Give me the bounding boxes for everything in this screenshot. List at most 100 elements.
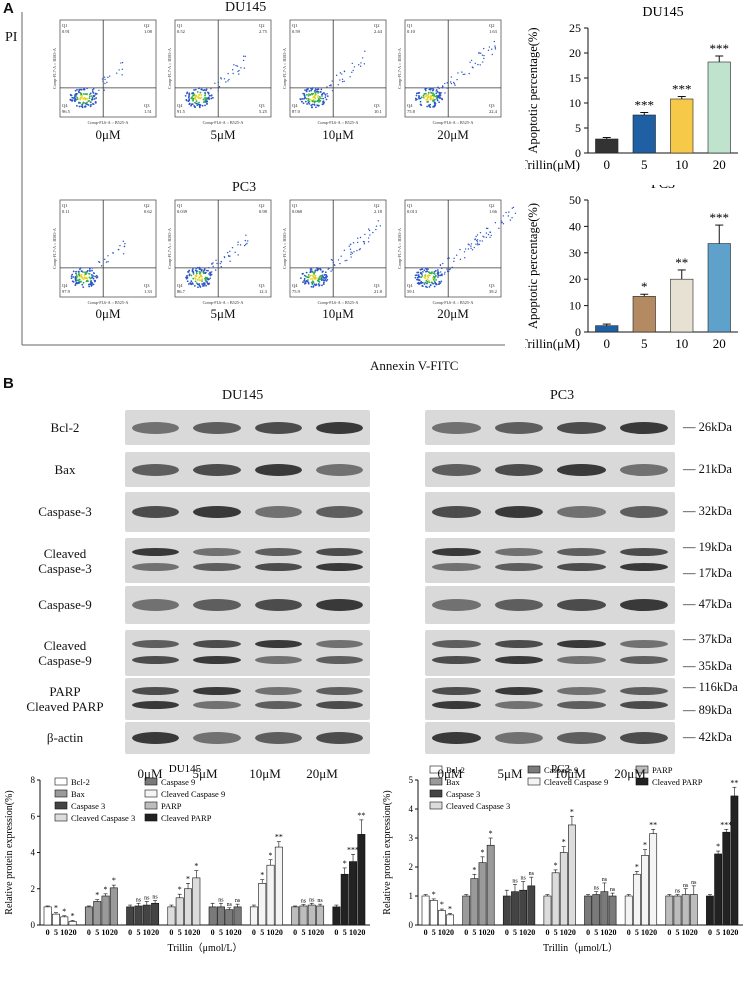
flow-event-dot [419,272,422,275]
flow-event-dot [314,88,317,91]
legend-label: Caspase 9 [544,765,578,775]
x-tick-label: 10 [349,928,357,937]
x-tick-label: 20 [690,928,698,937]
y-tick-label: 0 [575,146,581,160]
flow-event-dot [318,284,321,287]
flow-event-dot [485,236,488,239]
bar-bax [101,895,110,926]
bar-bax [478,862,487,926]
flow-event-dot [193,96,196,99]
flow-plot-frame [404,19,502,118]
flow-x-axis-label: Comp-FL6-A :: B525-A [433,120,474,125]
quadrant-q1-value: 0.10 [407,29,416,34]
flow-event-dot [322,281,325,284]
flow-event-dot [305,271,308,274]
flow-event-dot [234,251,236,254]
flow-event-dot [223,78,226,80]
flow-event-dot [107,261,109,263]
flow-event-dot [107,76,109,79]
protein-band [432,655,481,664]
flow-event-dot [449,81,452,83]
protein-band [193,463,241,476]
flow-event-dot [339,262,341,265]
flow-event-dot [303,92,306,95]
flow-event-dot [444,82,446,85]
flow-event-dot [231,246,234,249]
flow-event-dot [203,272,205,274]
flow-event-dot [195,272,198,275]
protein-band [315,701,363,710]
flow-event-dot [432,99,434,102]
flow-event-dot [494,222,497,224]
legend-swatch [635,765,649,774]
flow-event-dot [464,257,466,259]
flow-event-dot [421,281,424,284]
protein-band [557,732,606,744]
flow-event-dot [433,93,436,96]
bar-bax [462,895,471,926]
flow-event-dot [185,98,188,101]
bar-parp [681,894,690,926]
protein-band [557,686,606,695]
blot-row-label: PARP Cleaved PARP [26,684,104,714]
bar-parp [665,895,674,926]
significance-mark: ns [218,897,224,903]
quadrant-q1-value: 0.060 [292,209,303,214]
quadrant-q3-label: Q3 [374,103,380,108]
flow-event-dot [193,105,196,107]
flow-event-dot [91,267,94,269]
flow-event-dot [190,280,193,283]
protein-band [193,563,241,572]
x-tick-label: 20 [609,928,617,937]
flow-event-dot [88,93,91,96]
molecular-weight-label: 89kDa [683,703,732,718]
bar-cleaved-caspase-9 [274,846,283,926]
flow-event-dot [86,269,89,272]
flow-event-dot [343,249,346,252]
flow-event-dot [303,94,306,97]
flow-event-dot [92,272,95,274]
flow-event-dot [482,47,485,50]
flow-event-dot [69,98,72,101]
flow-event-dot [188,95,190,98]
flow-event-dot [487,227,489,230]
quadrant-q1-value: 0.59 [292,29,301,34]
protein-band [132,732,180,744]
flow-event-dot [211,263,213,265]
bar-cleaved-parp [340,873,349,926]
protein-band [619,639,668,648]
flow-event-dot [436,99,439,102]
protein-band [132,563,180,572]
x-tick-label: 0 [627,928,631,937]
flow-event-dot [305,90,308,92]
quadrant-q3-label: Q3 [489,283,495,288]
flow-event-dot [421,274,424,277]
flow-event-dot [325,98,328,101]
flow-event-dot [326,93,328,95]
flow-event-dot [73,96,76,99]
flow-event-dot [440,274,443,276]
flow-event-dot [198,284,201,287]
flow-event-dot [75,98,77,101]
flow-event-dot [330,270,332,272]
flow-event-dot [237,254,239,256]
flow-event-dot [123,245,126,248]
protein-band [193,599,241,611]
flow-event-dot [122,253,125,255]
flow-event-dot [324,273,327,276]
bar-bcl-2 [421,895,430,926]
flow-event-dot [210,88,212,90]
flow-event-dot [92,275,95,277]
flow-event-dot [310,285,313,288]
flow-event-dot [187,283,190,285]
flow-event-dot [89,101,92,104]
flow-event-dot [204,104,206,107]
flow-event-dot [480,52,482,54]
bar-cleaved-caspase-3 [551,872,560,926]
flow-event-dot [227,72,229,75]
flow-event-dot [206,100,209,103]
flow-event-dot [443,273,446,275]
flow-event-dot [80,270,83,273]
molecular-weight-label: 32kDa [683,504,732,519]
